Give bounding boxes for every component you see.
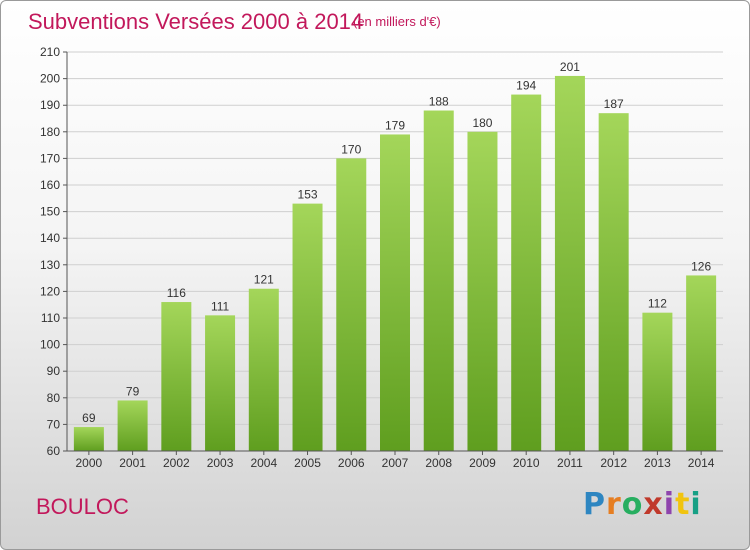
y-tick-label: 70 xyxy=(47,417,61,431)
data-label: 194 xyxy=(516,79,536,93)
data-label: 188 xyxy=(429,95,449,109)
x-tick-label: 2000 xyxy=(76,456,103,470)
x-tick-label: 2012 xyxy=(600,456,627,470)
data-label: 121 xyxy=(254,273,274,287)
y-tick-label: 60 xyxy=(47,444,61,458)
y-tick-label: 100 xyxy=(40,338,60,352)
bar xyxy=(248,288,279,451)
data-label: 179 xyxy=(385,118,405,132)
data-label: 69 xyxy=(82,411,96,425)
y-tick-label: 120 xyxy=(40,284,60,298)
y-axis-ticks: 60 70 80 90 100 110 120 130 140 150 160 170 180 190 20… xyxy=(40,45,67,458)
bar xyxy=(554,75,585,451)
logo-letter: o xyxy=(621,487,644,522)
proxiti-logo: Proxiti xyxy=(583,487,702,522)
logo-letter: t xyxy=(675,487,691,522)
x-tick-label: 2010 xyxy=(513,456,540,470)
x-tick-label: 2004 xyxy=(250,456,277,470)
data-label: 116 xyxy=(167,286,186,300)
y-tick-label: 130 xyxy=(40,258,60,272)
y-tick-label: 90 xyxy=(47,364,61,378)
chart-subtitle: (en milliers d'€) xyxy=(353,14,441,29)
bar xyxy=(686,275,717,451)
data-label: 126 xyxy=(691,259,711,273)
bar xyxy=(642,312,673,451)
y-tick-label: 170 xyxy=(40,151,60,165)
bar xyxy=(511,94,542,451)
bar xyxy=(117,400,148,451)
bar xyxy=(292,203,323,451)
data-label: 112 xyxy=(648,297,667,311)
logo-letter: P xyxy=(583,487,606,522)
bar xyxy=(598,113,629,452)
axes xyxy=(66,52,723,452)
data-label: 79 xyxy=(126,384,140,398)
logo-letter: x xyxy=(643,487,664,522)
bars xyxy=(73,75,717,452)
x-tick-label: 2003 xyxy=(207,456,234,470)
bar xyxy=(467,131,498,452)
x-tick-label: 2013 xyxy=(644,456,671,470)
y-tick-label: 110 xyxy=(41,311,60,325)
y-tick-label: 140 xyxy=(40,231,60,245)
data-label: 180 xyxy=(472,116,492,130)
data-label: 111 xyxy=(211,299,230,313)
y-tick-label: 190 xyxy=(40,98,60,112)
x-tick-label: 2014 xyxy=(688,456,715,470)
y-tick-label: 160 xyxy=(40,178,60,192)
bar xyxy=(161,302,192,451)
y-tick-label: 80 xyxy=(47,391,61,405)
bar xyxy=(336,158,367,451)
y-tick-label: 180 xyxy=(40,125,60,139)
x-tick-label: 2007 xyxy=(382,456,409,470)
y-tick-label: 150 xyxy=(40,205,60,219)
data-label: 201 xyxy=(560,60,580,74)
x-tick-label: 2006 xyxy=(338,456,365,470)
logo-letter: i xyxy=(663,487,676,522)
bar xyxy=(423,110,454,452)
commune-name: BOULOC xyxy=(36,494,129,519)
bar xyxy=(380,134,410,451)
y-tick-label: 200 xyxy=(40,72,60,86)
chart-title: Subventions Versées 2000 à 2014 xyxy=(28,9,364,34)
data-label: 153 xyxy=(298,188,318,202)
logo-letter: r xyxy=(606,487,622,522)
x-tick-label: 2009 xyxy=(469,456,496,470)
data-label: 170 xyxy=(341,142,361,156)
bar xyxy=(73,427,104,451)
x-tick-label: 2005 xyxy=(294,456,321,470)
x-tick-label: 2002 xyxy=(163,456,190,470)
logo-letter: i xyxy=(690,487,702,522)
x-axis-ticks: 2000 2001 2002 2003 2004 2005 2006 2007 2008 2009… xyxy=(76,451,715,470)
x-tick-label: 2008 xyxy=(425,456,452,470)
bar xyxy=(205,315,236,451)
data-labels: 69 79 116 111 121 153 170 179 188 180 194 201 187 112… xyxy=(82,60,711,425)
data-label: 187 xyxy=(604,97,624,111)
x-tick-label: 2011 xyxy=(557,456,583,470)
y-tick-label: 210 xyxy=(40,45,60,59)
x-tick-label: 2001 xyxy=(119,456,146,470)
